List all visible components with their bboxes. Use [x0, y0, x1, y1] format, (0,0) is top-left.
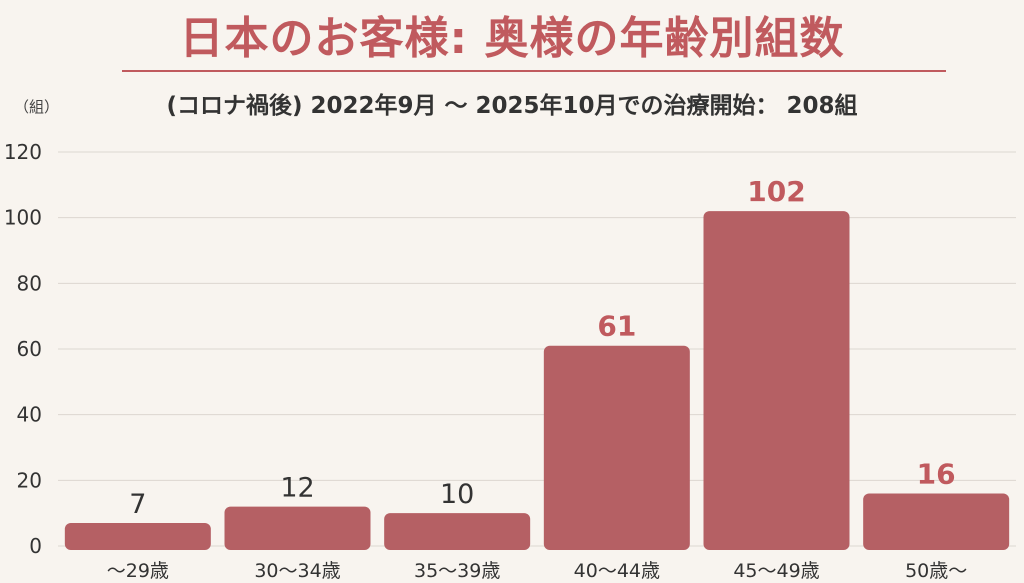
y-tick-label: 80	[17, 271, 42, 295]
bar	[384, 513, 531, 550]
y-tick-label: 0	[29, 534, 42, 558]
y-tick-label: 20	[17, 468, 42, 492]
y-tick-label: 120	[4, 140, 42, 164]
bar	[224, 506, 371, 550]
title-divider	[122, 70, 946, 72]
x-tick-label: 45〜49歳	[733, 560, 819, 582]
x-tick-label: 50歳〜	[905, 560, 967, 582]
data-labels: 7 12 10 61 102 16	[129, 175, 955, 520]
y-axis-ticks: 0 20 40 60 80 100 120	[4, 140, 42, 558]
grid-lines	[58, 151, 1016, 547]
y-tick-label: 100	[4, 206, 42, 230]
x-axis-ticks: 〜29歳 30〜34歳 35〜39歳 40〜44歳 45〜49歳 50歳〜	[107, 560, 968, 582]
bar-value-label: 16	[917, 457, 956, 490]
bar	[64, 523, 211, 550]
chart-title: 日本のお客様: 奥様の年齢別組数	[179, 13, 845, 64]
x-tick-label: 30〜34歳	[254, 560, 340, 582]
bar-value-label: 10	[440, 479, 474, 510]
bar-value-label: 7	[129, 489, 146, 520]
y-tick-label: 40	[17, 403, 42, 427]
x-tick-label: 35〜39歳	[414, 560, 500, 582]
chart-subtitle: (コロナ禍後) 2022年9月 〜 2025年10月での治療開始： 208組	[166, 93, 858, 119]
bar	[863, 493, 1010, 550]
x-tick-label: 〜29歳	[107, 560, 169, 582]
y-tick-label: 60	[17, 337, 42, 361]
bar-value-label: 102	[747, 175, 805, 208]
bar	[543, 345, 690, 550]
y-axis-unit-label: （組）	[14, 98, 60, 116]
bar-value-label: 12	[280, 473, 314, 504]
bar	[703, 211, 850, 550]
bar-value-label: 61	[597, 310, 636, 343]
x-tick-label: 40〜44歳	[574, 560, 660, 582]
bars	[64, 211, 1010, 550]
